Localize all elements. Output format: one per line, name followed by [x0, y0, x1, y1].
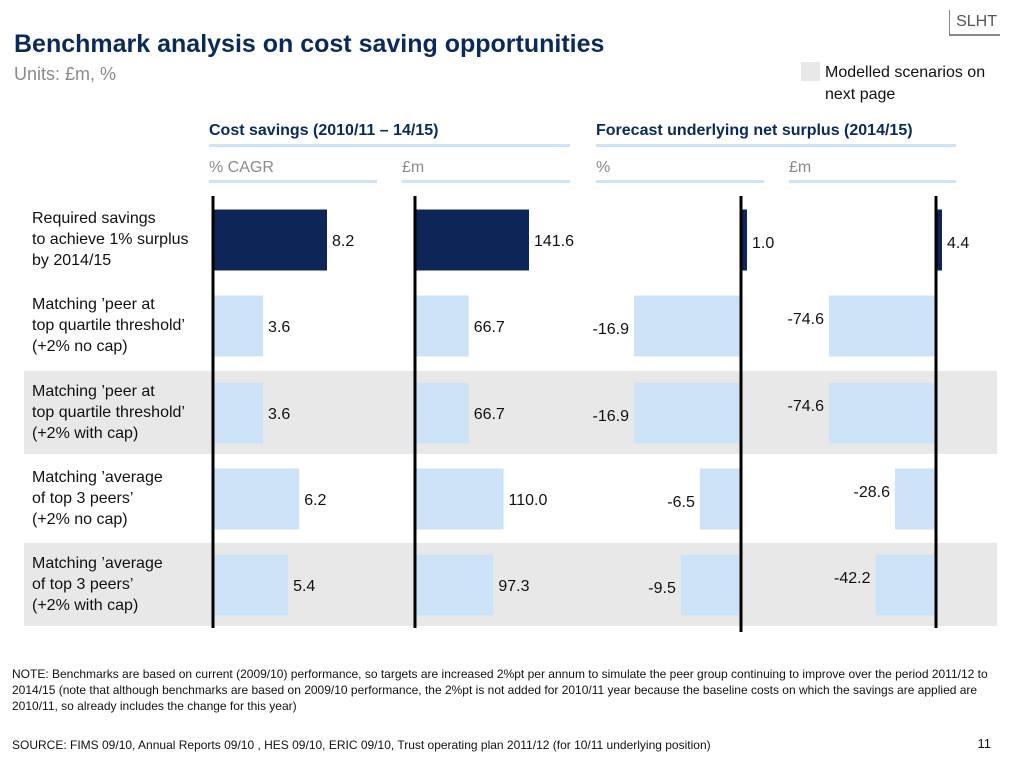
bar	[829, 295, 936, 357]
column-rule	[209, 180, 377, 183]
section-header-cost-savings: Cost savings (2010/11 – 14/15)	[209, 122, 439, 139]
source-note: SOURCE: FIMS 09/10, Annual Reports 09/10…	[12, 738, 711, 752]
column-rule	[402, 180, 570, 183]
column-header-cost-gbp: £m	[402, 159, 425, 176]
brand-logo: SLHT	[949, 10, 1000, 36]
data-label: -16.9	[593, 408, 630, 425]
bar	[213, 382, 264, 444]
bar	[634, 382, 741, 444]
modelled-scenario-band	[24, 543, 997, 626]
row-label: Matching ’average of top 3 peers’ (+2% no …	[32, 469, 163, 528]
column-header-surplus-pct: %	[596, 159, 611, 176]
legend-swatch	[801, 62, 820, 81]
units-label: Units: £m, %	[14, 64, 117, 84]
bar	[415, 468, 504, 530]
bar	[875, 554, 936, 616]
data-label: 141.6	[534, 233, 574, 250]
bar	[415, 295, 469, 357]
footnote: NOTE: Benchmarks are based on current (2…	[12, 667, 988, 713]
data-label: -28.6	[854, 484, 891, 501]
row-label: Matching ’peer at top quartile threshold’…	[32, 383, 185, 442]
row-label: Required savings to achieve 1% surplus by …	[32, 210, 189, 269]
section-header-net-surplus: Forecast underlying net surplus (2014/15…	[596, 122, 913, 139]
data-label: -9.5	[648, 580, 676, 597]
bar	[829, 382, 936, 444]
data-label: -42.2	[834, 570, 871, 587]
bar	[894, 468, 936, 530]
bar	[213, 209, 327, 271]
bar	[415, 209, 529, 271]
bar	[936, 209, 942, 271]
legend-label: Modelled scenarios on next page	[825, 64, 986, 103]
data-label: 110.0	[509, 492, 548, 509]
data-label: 8.2	[332, 233, 354, 250]
bar	[415, 382, 469, 444]
bar	[699, 468, 741, 530]
data-label: 4.4	[947, 235, 969, 252]
data-label: -74.6	[788, 311, 825, 328]
data-label: -16.9	[593, 321, 630, 338]
bar	[213, 554, 289, 616]
bar	[634, 295, 741, 357]
data-label: 5.4	[293, 578, 315, 595]
section-rule-cost-savings	[209, 144, 570, 147]
bar	[415, 554, 494, 616]
data-label: 66.7	[474, 319, 505, 336]
data-label: 3.6	[268, 406, 290, 423]
page-title: Benchmark analysis on cost saving opport…	[14, 30, 605, 58]
row-label: Matching ’average of top 3 peers’ (+2% wit…	[32, 555, 163, 614]
data-label: 1.0	[752, 235, 774, 252]
data-label: 66.7	[474, 406, 505, 423]
data-label: -74.6	[788, 398, 825, 415]
bar	[213, 295, 264, 357]
bar	[741, 209, 747, 271]
page-number: 11	[977, 736, 992, 751]
data-label: -6.5	[667, 494, 695, 511]
data-label: 6.2	[304, 492, 326, 509]
data-label: 3.6	[268, 319, 290, 336]
column-header-surplus-gbp: £m	[789, 159, 812, 176]
column-rule	[596, 180, 764, 183]
section-rule-net-surplus	[596, 144, 956, 147]
bar	[680, 554, 741, 616]
column-header-cagr: % CAGR	[209, 159, 274, 176]
bar	[213, 468, 300, 530]
row-label: Matching ’peer at top quartile threshold’…	[32, 296, 185, 355]
column-rule	[789, 180, 956, 183]
data-label: 97.3	[498, 578, 529, 595]
